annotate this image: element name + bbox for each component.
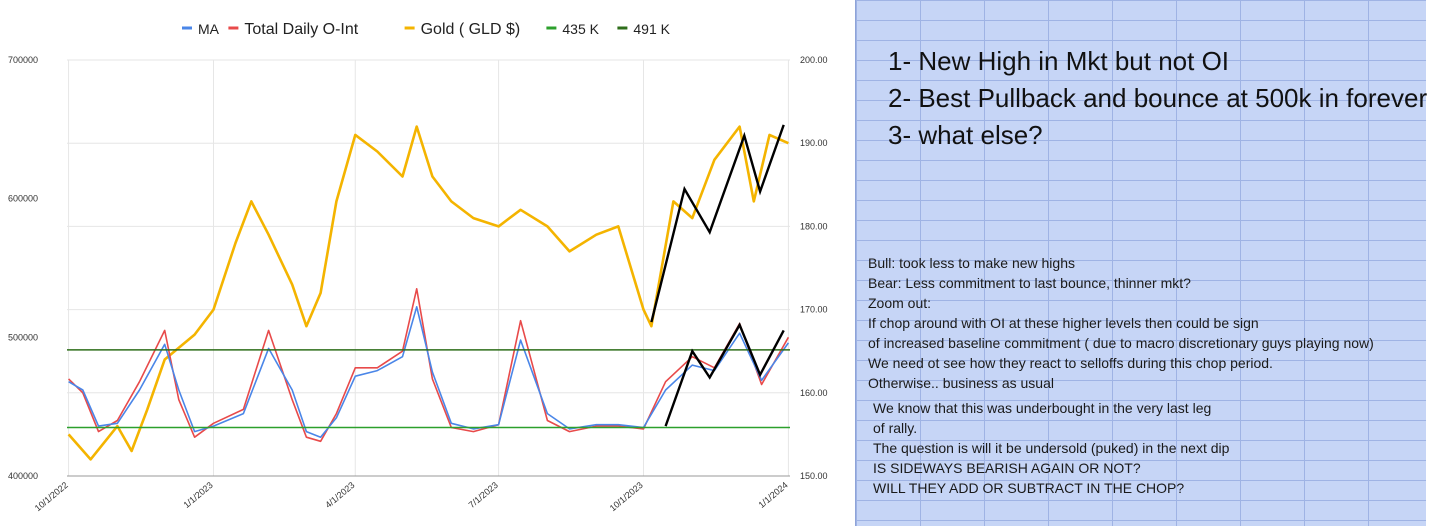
annotation-zigzag (664, 322, 785, 427)
annotation-zigzag (650, 124, 785, 323)
series-line-gold-gld (67, 125, 789, 461)
x-tick-label: 7/1/2023 (467, 480, 500, 510)
note-line: of increased baseline commitment ( due t… (868, 335, 1374, 351)
legend-label: MA (198, 21, 220, 37)
legend-label: 435 K (562, 21, 599, 37)
left-axis-tick-label: 700000 (8, 55, 38, 65)
series-line-total-daily-o-int (68, 288, 790, 443)
observation-point-2: 2- Best Pullback and bounce at 500k in f… (888, 83, 1428, 113)
left-axis-tick-label: 600000 (8, 194, 38, 204)
right-axis-tick-label: 170.00 (800, 305, 828, 315)
x-tick-label: 10/1/2023 (608, 480, 645, 513)
note-line: Bull: took less to make new highs (868, 255, 1075, 271)
note-line: Zoom out: (868, 295, 932, 311)
right-axis-tick-label: 160.00 (800, 388, 828, 398)
right-axis-tick-label: 190.00 (800, 138, 828, 148)
legend-label: 491 K (633, 21, 670, 37)
note-line: We need ot see how they react to selloff… (868, 355, 1273, 371)
left-axis-tick-label: 500000 (8, 332, 38, 342)
note-line: WILL THEY ADD OR SUBTRACT IN THE CHOP? (873, 480, 1185, 496)
x-tick-label: 1/1/2024 (756, 480, 789, 510)
spreadsheet-grid-background (855, 0, 1427, 526)
note-line: IS SIDEWAYS BEARISH AGAIN OR NOT? (873, 460, 1141, 476)
x-tick-label: 10/1/2022 (33, 480, 70, 513)
left-axis-tick-label: 400000 (8, 471, 38, 481)
observation-point-3: 3- what else? (888, 120, 1043, 150)
legend-label: Gold ( GLD $) (421, 21, 521, 38)
right-axis-tick-label: 200.00 (800, 55, 828, 65)
page-margin (1426, 0, 1456, 526)
chart-panel: 10/1/2022 1/1/2023 4/1/2023 7/1/2023 10/1/20… (8, 21, 828, 513)
note-line: Otherwise.. business as usual (868, 375, 1054, 391)
right-axis-tick-label: 150.00 (800, 471, 828, 481)
note-line: The question is will it be undersold (pu… (873, 440, 1230, 456)
note-line: of rally. (873, 420, 918, 436)
note-line: We know that this was underbought in the… (873, 400, 1212, 416)
right-axis-tick-label: 180.00 (800, 221, 828, 231)
legend-label: Total Daily O-Int (244, 21, 358, 38)
observation-point-1: 1- New High in Mkt but not OI (888, 46, 1230, 76)
x-tick-label: 1/1/2023 (182, 480, 215, 510)
series-line-ma (68, 306, 790, 438)
combo-line-chart: 10/1/2022 1/1/2023 4/1/2023 7/1/2023 10/1/20… (8, 21, 828, 513)
note-line: Bear: Less commitment to last bounce, th… (868, 275, 1191, 291)
x-tick-label: 4/1/2023 (323, 480, 356, 510)
note-line: If chop around with OI at these higher l… (868, 315, 1259, 331)
